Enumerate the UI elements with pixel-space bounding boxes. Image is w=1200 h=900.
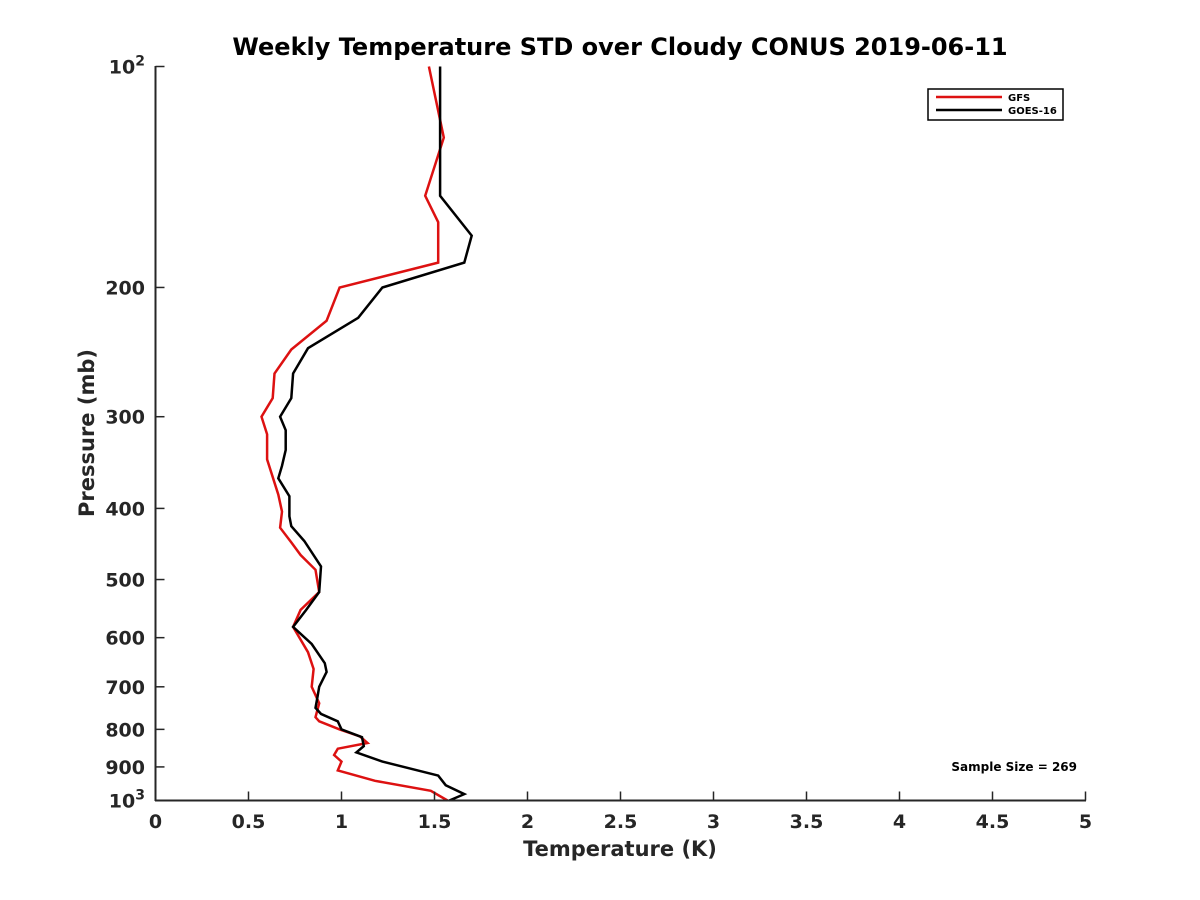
x-axis-ticks: 0 0.5 1 1.5 2 2.5 3 3.5 4 4.5 5: [149, 791, 1092, 833]
x-tick-label: 5: [1079, 811, 1092, 833]
series-line-gfs: [260, 66, 449, 802]
y-tick-label: 300: [105, 407, 145, 429]
y-axis-ticks: 102 200 300 400 500 600 700 800 900 103: [105, 54, 165, 813]
legend-label-goes16: GOES-16: [1008, 106, 1057, 117]
x-tick-label: 1.5: [418, 811, 452, 833]
y-tick-label: 700: [105, 677, 145, 699]
y-tick-label: 200: [105, 277, 145, 299]
x-tick-label: 2.5: [604, 811, 638, 833]
x-tick-label: 3: [707, 811, 720, 833]
sample-size-annotation: Sample Size = 269: [951, 760, 1077, 774]
x-tick-label: 1: [335, 811, 348, 833]
y-tick-label: 600: [105, 628, 145, 650]
legend-box: [927, 88, 1064, 121]
legend-label-gfs: GFS: [1008, 93, 1030, 104]
y-tick-label: 400: [105, 498, 145, 520]
y-axis-label: Pressure (mb): [75, 349, 99, 517]
y-tick-label: 800: [105, 719, 145, 741]
y-tick-label: 102: [109, 54, 145, 79]
x-tick-label: 0: [149, 811, 162, 833]
y-tick-label: 500: [105, 570, 145, 592]
plot-area: [260, 66, 474, 802]
y-tick-label: 900: [105, 757, 145, 779]
x-axis-label: Temperature (K): [523, 837, 717, 861]
x-tick-label: 0.5: [232, 811, 266, 833]
x-tick-label: 3.5: [790, 811, 824, 833]
series-line-goes16: [276, 66, 474, 802]
x-tick-label: 4.5: [976, 811, 1010, 833]
y-tick-label: 103: [109, 788, 145, 813]
x-tick-label: 2: [521, 811, 534, 833]
legend: GFS GOES-16: [927, 88, 1064, 121]
plot-frame: [156, 67, 1086, 801]
chart-title: Weekly Temperature STD over Cloudy CONUS…: [232, 33, 1007, 61]
x-tick-label: 4: [893, 811, 906, 833]
